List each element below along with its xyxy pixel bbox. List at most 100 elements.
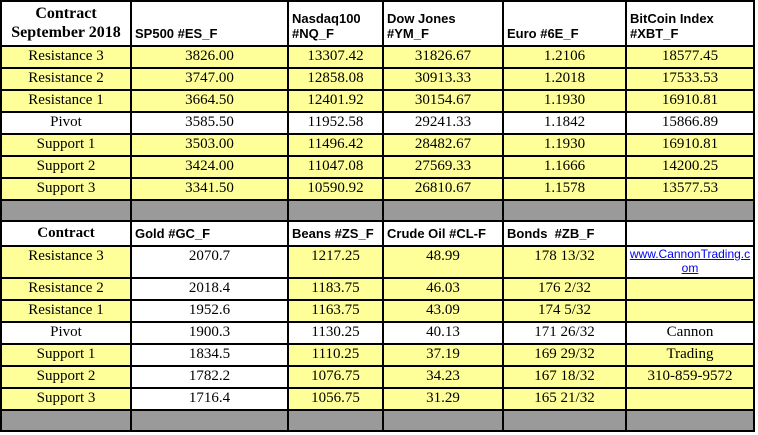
value-cell: 11047.08 — [287, 155, 384, 179]
row-resistance-3-commodity: Resistance 3 2070.7 1217.25 48.99 178 13… — [0, 245, 755, 279]
value-cell: 26810.67 — [382, 177, 504, 201]
value-cell: 1.1930 — [502, 133, 627, 157]
column-header-sp500: SP500 #ES_F — [130, 0, 289, 47]
separator-cell — [502, 409, 627, 432]
value-cell: 1.2018 — [502, 67, 627, 91]
header-row-commodity-futures: Contract Gold #GC_F Beans #ZS_F Crude Oi… — [0, 220, 755, 247]
row-resistance-3-index: Resistance 3 3826.00 13307.42 31826.67 1… — [0, 45, 755, 69]
value-cell: 1.1930 — [502, 89, 627, 113]
cannon-trading-link[interactable]: www.CannonTrading.com — [629, 247, 751, 275]
row-resistance-1-index: Resistance 1 3664.50 12401.92 30154.67 1… — [0, 89, 755, 113]
row-label: Support 1 — [0, 133, 132, 157]
value-cell: 1.1842 — [502, 111, 627, 135]
value-cell: 3826.00 — [130, 45, 289, 69]
value-cell: 1.1666 — [502, 155, 627, 179]
row-label: Support 2 — [0, 155, 132, 179]
value-cell: 14200.25 — [625, 155, 755, 179]
row-label: Resistance 3 — [0, 245, 132, 279]
separator-cell — [0, 409, 132, 432]
row-label: Pivot — [0, 111, 132, 135]
row-resistance-2-commodity: Resistance 2 2018.4 1183.75 46.03 176 2/… — [0, 277, 755, 301]
value-cell: 3503.00 — [130, 133, 289, 157]
info-cell — [625, 277, 755, 301]
separator-cell — [382, 409, 504, 432]
value-cell: 12858.08 — [287, 67, 384, 91]
value-cell: 29241.33 — [382, 111, 504, 135]
value-cell: 30154.67 — [382, 89, 504, 113]
value-cell: 13577.53 — [625, 177, 755, 201]
value-cell: 31.29 — [382, 387, 504, 411]
column-header-blank — [625, 220, 755, 247]
value-cell: 1.2106 — [502, 45, 627, 69]
value-cell: 13307.42 — [287, 45, 384, 69]
column-header-gold: Gold #GC_F — [130, 220, 289, 247]
value-cell: 46.03 — [382, 277, 504, 301]
value-cell: 1110.25 — [287, 343, 384, 367]
row-label: Pivot — [0, 321, 132, 345]
separator-cell — [625, 409, 755, 432]
separator-cell — [625, 199, 755, 222]
separator-cell — [287, 199, 384, 222]
value-cell: 1217.25 — [287, 245, 384, 279]
info-cell-cannon: Cannon — [625, 321, 755, 345]
row-resistance-2-index: Resistance 2 3747.00 12858.08 30913.33 1… — [0, 67, 755, 91]
value-cell: 165 21/32 — [502, 387, 627, 411]
value-cell: 1952.6 — [130, 299, 289, 323]
value-cell: 28482.67 — [382, 133, 504, 157]
value-cell: 167 18/32 — [502, 365, 627, 389]
value-cell: 1.1578 — [502, 177, 627, 201]
value-cell: 3747.00 — [130, 67, 289, 91]
column-header-beans: Beans #ZS_F — [287, 220, 384, 247]
value-cell: 169 29/32 — [502, 343, 627, 367]
value-cell: 34.23 — [382, 365, 504, 389]
row-support-2-index: Support 2 3424.00 11047.08 27569.33 1.16… — [0, 155, 755, 179]
separator-cell — [0, 199, 132, 222]
value-cell: 40.13 — [382, 321, 504, 345]
column-header-bonds: Bonds #ZB_F — [502, 220, 627, 247]
value-cell: 2070.7 — [130, 245, 289, 279]
value-cell: 1782.2 — [130, 365, 289, 389]
value-cell: 2018.4 — [130, 277, 289, 301]
value-cell: 16910.81 — [625, 133, 755, 157]
header-row-index-futures: Contract September 2018 SP500 #ES_F Nasd… — [0, 0, 755, 47]
value-cell: 174 5/32 — [502, 299, 627, 323]
info-cell — [625, 387, 755, 411]
row-label: Resistance 1 — [0, 89, 132, 113]
separator-cell — [502, 199, 627, 222]
row-support-3-index: Support 3 3341.50 10590.92 26810.67 1.15… — [0, 177, 755, 201]
value-cell: 11952.58 — [287, 111, 384, 135]
value-cell: 17533.53 — [625, 67, 755, 91]
value-cell: 30913.33 — [382, 67, 504, 91]
value-cell: 176 2/32 — [502, 277, 627, 301]
row-resistance-1-commodity: Resistance 1 1952.6 1163.75 43.09 174 5/… — [0, 299, 755, 323]
value-cell: 27569.33 — [382, 155, 504, 179]
value-cell: 37.19 — [382, 343, 504, 367]
info-cell: www.CannonTrading.com — [625, 245, 755, 279]
value-cell: 171 26/32 — [502, 321, 627, 345]
value-cell: 18577.45 — [625, 45, 755, 69]
separator-row-bottom — [0, 409, 755, 432]
row-support-1-index: Support 1 3503.00 11496.42 28482.67 1.19… — [0, 133, 755, 157]
info-cell-trading: Trading — [625, 343, 755, 367]
separator-cell — [287, 409, 384, 432]
row-support-2-commodity: Support 2 1782.2 1076.75 34.23 167 18/32… — [0, 365, 755, 389]
info-cell-phone: 310-859-9572 — [625, 365, 755, 389]
section2-title: Contract — [0, 220, 132, 247]
value-cell: 3664.50 — [130, 89, 289, 113]
column-header-dow-jones: Dow Jones #YM_F — [382, 0, 504, 47]
value-cell: 1716.4 — [130, 387, 289, 411]
row-support-3-commodity: Support 3 1716.4 1056.75 31.29 165 21/32 — [0, 387, 755, 411]
row-pivot-commodity: Pivot 1900.3 1130.25 40.13 171 26/32 Can… — [0, 321, 755, 345]
section1-title: Contract September 2018 — [0, 0, 132, 47]
row-pivot-index: Pivot 3585.50 11952.58 29241.33 1.1842 1… — [0, 111, 755, 135]
value-cell: 10590.92 — [287, 177, 384, 201]
value-cell: 1056.75 — [287, 387, 384, 411]
value-cell: 12401.92 — [287, 89, 384, 113]
value-cell: 3424.00 — [130, 155, 289, 179]
row-label: Resistance 2 — [0, 277, 132, 301]
value-cell: 1834.5 — [130, 343, 289, 367]
value-cell: 1163.75 — [287, 299, 384, 323]
column-header-crude-oil: Crude Oil #CL-F — [382, 220, 504, 247]
value-cell: 1183.75 — [287, 277, 384, 301]
